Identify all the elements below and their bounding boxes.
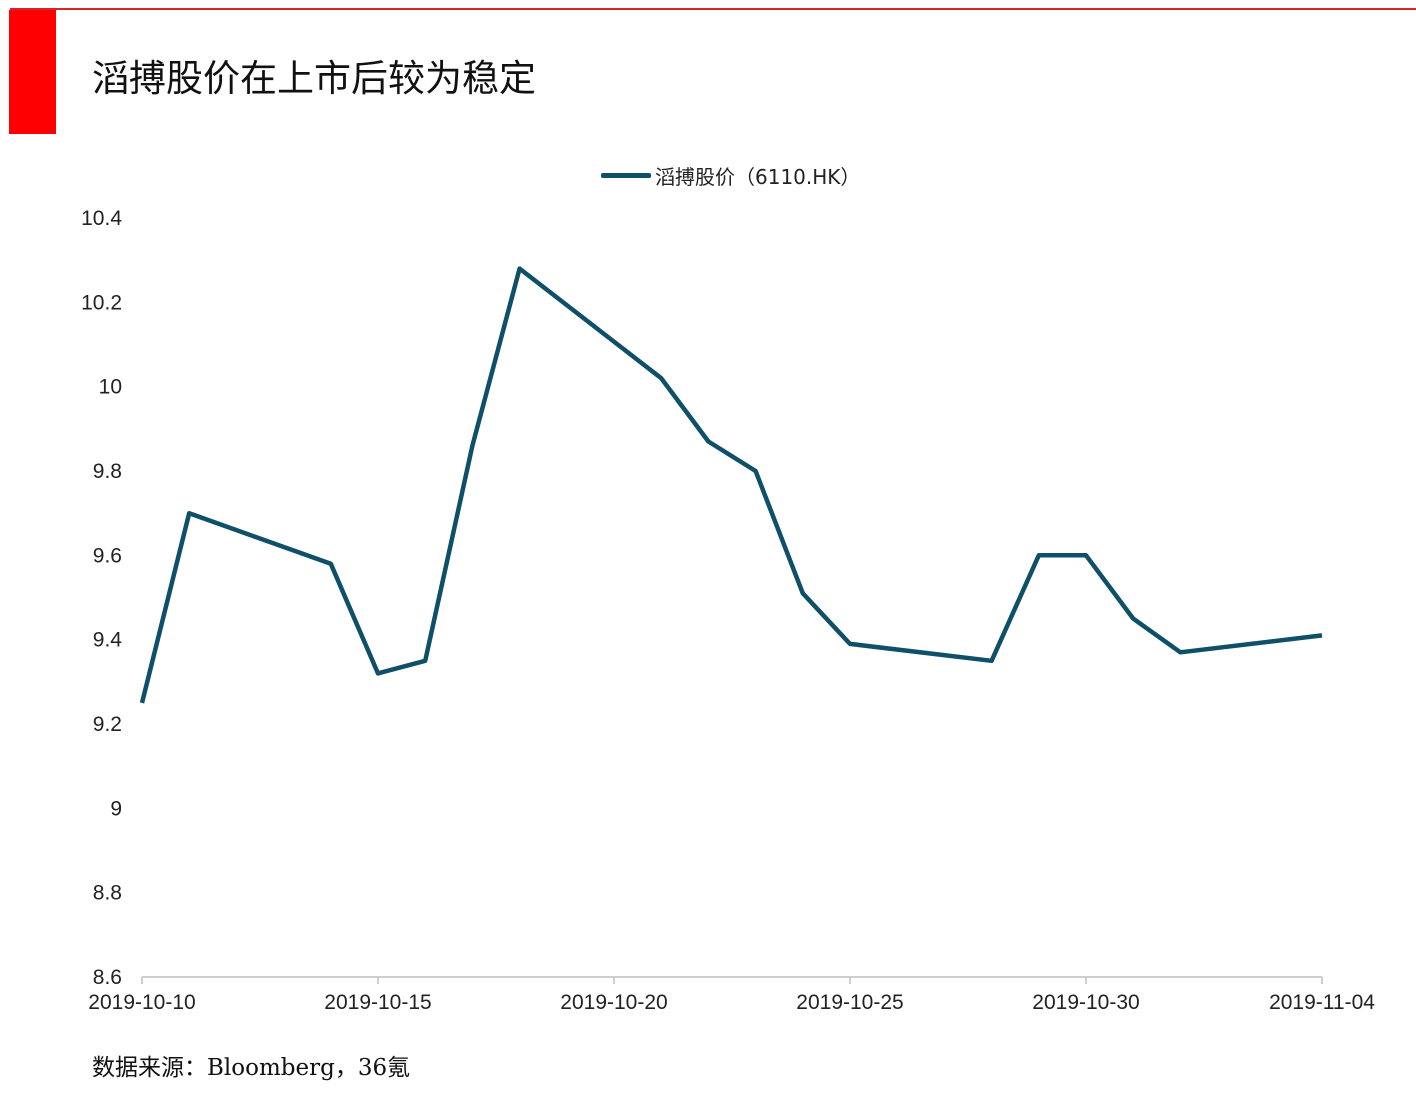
x-tick-label: 2019-10-15 [324,991,431,1014]
x-tick-label: 2019-10-25 [796,991,903,1014]
y-tick-label: 9.4 [93,629,123,652]
y-tick-label: 9.2 [93,713,122,736]
legend-label: 滔搏股价（6110.HK） [655,164,861,189]
top-rule [10,8,1416,10]
page-title: 滔搏股价在上市后较为稳定 [92,57,536,100]
y-tick-label: 8.8 [93,882,122,905]
data-point [1320,633,1324,637]
data-point [706,439,710,443]
data-point [1084,553,1088,557]
data-point [801,591,805,595]
data-point [376,671,380,675]
y-tick-label: 9.6 [93,544,122,567]
x-tick-label: 2019-10-20 [560,991,667,1014]
x-tick-label: 2019-11-04 [1269,991,1375,1014]
y-tick-label: 9.8 [93,460,122,483]
data-point [1037,553,1041,557]
data-point [659,376,663,380]
y-tick-label: 9 [110,797,122,820]
source-note: 数据来源：Bloomberg，36氪 [92,1055,411,1081]
data-point [517,266,521,270]
data-point [329,562,333,566]
y-tick-label: 10.2 [81,291,122,314]
x-tick-label: 2019-10-10 [88,991,195,1014]
chart-legend: 滔搏股价（6110.HK） [601,160,860,190]
data-point [989,659,993,663]
data-point [1178,650,1182,654]
legend-swatch [601,172,651,178]
data-point [423,659,427,663]
y-tick-label: 10 [99,376,122,399]
data-point [753,469,757,473]
series-line [139,266,1323,704]
data-point [848,642,852,646]
data-point [187,511,191,515]
title-accent-block [9,10,56,134]
data-point [1131,616,1135,620]
data-point [470,444,474,448]
x-tick-label: 2019-10-30 [1032,991,1139,1014]
data-point [140,701,144,705]
y-tick-label: 8.6 [93,966,122,989]
y-tick-label: 10.4 [81,207,122,230]
